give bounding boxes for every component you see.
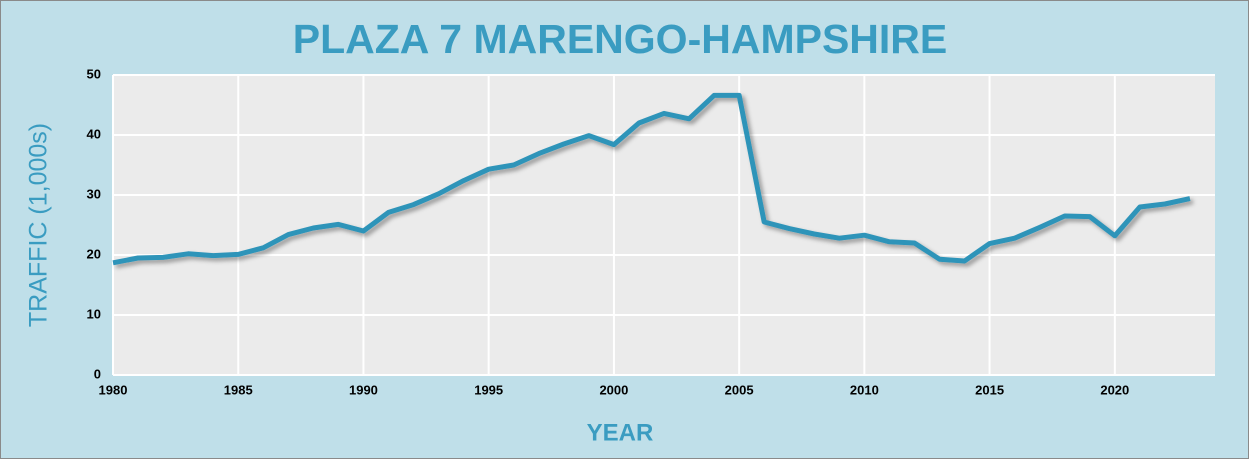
x-tick-label: 1985: [224, 382, 253, 397]
x-tick-label: 2000: [599, 382, 628, 397]
x-tick-label: 2010: [850, 382, 879, 397]
y-tick-label: 0: [94, 366, 101, 381]
y-axis-label: TRAFFIC (1,000s): [25, 123, 53, 327]
y-tick-label: 30: [87, 186, 101, 201]
chart-title: PLAZA 7 MARENGO-HAMPSHIRE: [293, 16, 948, 62]
y-tick-label: 10: [87, 306, 101, 321]
y-tick-label: 40: [87, 126, 101, 141]
plot-area: [113, 75, 1215, 375]
x-tick-label: 2020: [1100, 382, 1129, 397]
data-line: [112, 92, 1191, 266]
x-tick-label: 1995: [474, 382, 503, 397]
x-tick-label: 2015: [975, 382, 1004, 397]
x-tick-label: 1980: [99, 382, 128, 397]
y-tick-label: 20: [87, 246, 101, 261]
x-axis-label: YEAR: [587, 419, 654, 446]
y-tick-label: 50: [87, 66, 101, 81]
x-tick-label: 2005: [725, 382, 754, 397]
x-tick-label: 1990: [349, 382, 378, 397]
